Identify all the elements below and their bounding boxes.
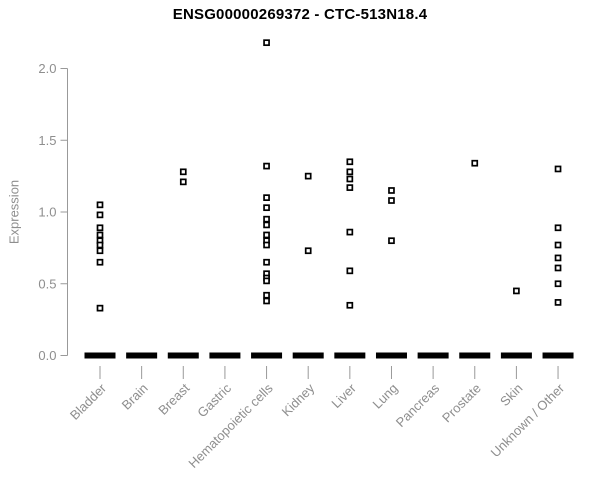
x-category-label: Lung bbox=[370, 381, 401, 412]
data-point bbox=[263, 221, 270, 229]
zero-expression-cluster bbox=[126, 352, 158, 359]
y-tick-label: 0.0 bbox=[38, 348, 56, 363]
data-point bbox=[179, 178, 187, 186]
data-point bbox=[263, 241, 270, 249]
zero-expression-cluster bbox=[459, 352, 491, 359]
zero-expression-cluster bbox=[84, 352, 116, 359]
data-point bbox=[304, 172, 312, 180]
data-point bbox=[554, 165, 562, 173]
data-point bbox=[471, 159, 479, 167]
data-point bbox=[263, 215, 270, 223]
data-point bbox=[304, 247, 312, 255]
data-point bbox=[388, 237, 395, 245]
data-point bbox=[263, 204, 270, 212]
data-point bbox=[346, 184, 354, 191]
data-point bbox=[96, 304, 104, 312]
data-point bbox=[388, 187, 395, 194]
data-point bbox=[96, 224, 104, 232]
data-point bbox=[96, 241, 104, 249]
zero-expression-cluster bbox=[417, 352, 449, 359]
data-point bbox=[96, 201, 104, 209]
data-point bbox=[263, 291, 270, 299]
x-category-label: Unknown / Other bbox=[488, 380, 568, 460]
data-point bbox=[554, 299, 562, 306]
zero-expression-cluster bbox=[167, 352, 199, 359]
data-point bbox=[96, 247, 104, 255]
data-point bbox=[96, 211, 104, 219]
data-point bbox=[263, 39, 270, 47]
x-category-label: Pancreas bbox=[393, 380, 443, 430]
zero-expression-cluster bbox=[251, 352, 283, 359]
data-point bbox=[388, 197, 395, 204]
data-point bbox=[346, 168, 354, 176]
y-tick-label: 0.5 bbox=[38, 276, 56, 291]
x-category-label: Kidney bbox=[279, 380, 318, 419]
zero-expression-cluster bbox=[500, 352, 532, 359]
data-point bbox=[346, 301, 354, 309]
data-point bbox=[554, 254, 562, 262]
x-category-label: Skin bbox=[497, 381, 525, 409]
zero-expression-cluster bbox=[334, 352, 366, 359]
data-point bbox=[263, 297, 270, 305]
zero-expression-cluster bbox=[542, 352, 574, 359]
data-point bbox=[513, 287, 520, 295]
data-point bbox=[346, 175, 354, 183]
x-category-label: Gastric bbox=[194, 380, 234, 420]
data-point bbox=[179, 168, 187, 176]
x-category-label: Brain bbox=[119, 381, 151, 413]
zero-expression-cluster bbox=[209, 352, 241, 359]
data-point bbox=[554, 241, 562, 249]
data-point bbox=[554, 264, 562, 272]
x-category-label: Bladder bbox=[67, 380, 110, 423]
data-point bbox=[263, 277, 270, 285]
data-point bbox=[263, 162, 270, 170]
x-category-label: Liver bbox=[328, 380, 359, 411]
data-point bbox=[96, 258, 104, 266]
y-tick-label: 2.0 bbox=[38, 61, 56, 76]
zero-expression-cluster bbox=[375, 352, 407, 359]
chart-title: ENSG00000269372 - CTC-513N18.4 bbox=[172, 6, 428, 23]
data-point bbox=[346, 267, 354, 275]
data-point bbox=[346, 158, 354, 166]
data-point bbox=[263, 194, 270, 201]
data-point bbox=[554, 280, 562, 288]
zero-expression-cluster bbox=[292, 352, 324, 359]
y-tick-label: 1.5 bbox=[38, 133, 56, 148]
data-point bbox=[96, 231, 104, 239]
y-tick-label: 1.0 bbox=[38, 205, 56, 220]
data-point bbox=[263, 258, 270, 266]
data-point bbox=[263, 231, 270, 239]
data-point bbox=[346, 228, 354, 236]
x-category-label: Prostate bbox=[439, 381, 484, 426]
x-category-label: Breast bbox=[155, 380, 192, 417]
data-point bbox=[554, 224, 562, 232]
